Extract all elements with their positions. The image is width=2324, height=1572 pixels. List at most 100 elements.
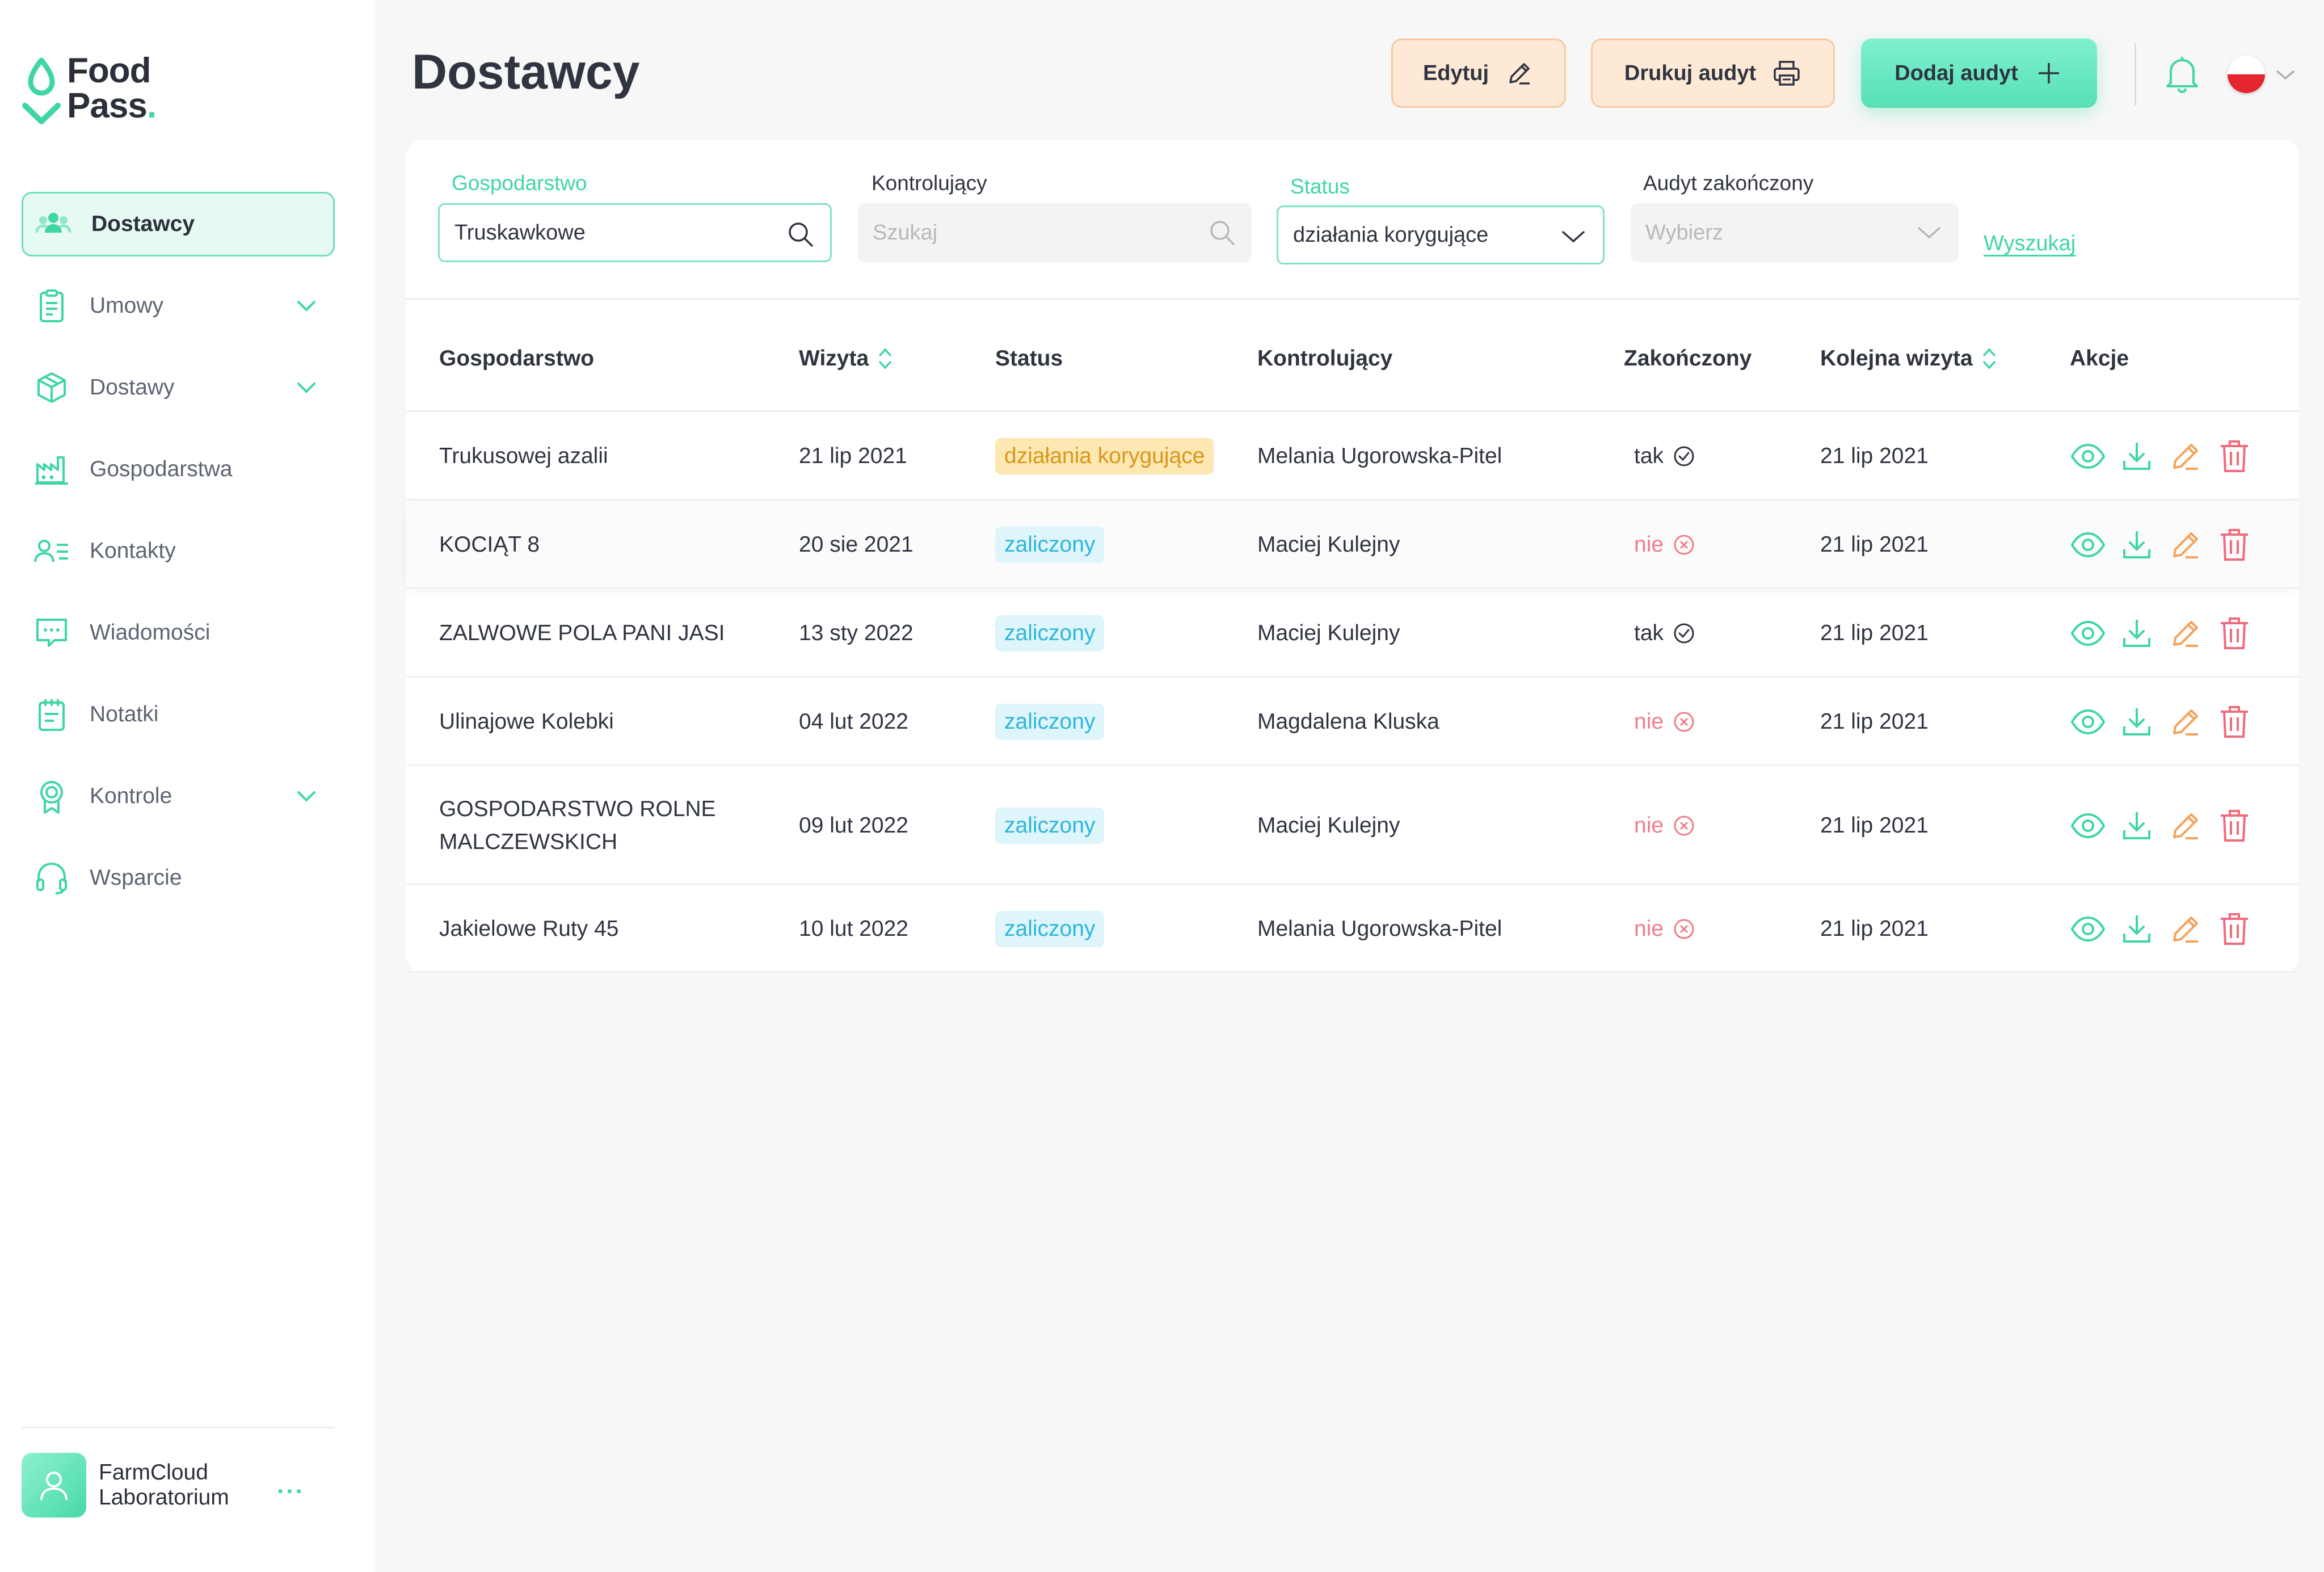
- row-actions: [2070, 615, 2265, 652]
- inspector-filter-input[interactable]: Szukaj: [858, 203, 1252, 262]
- trash-icon[interactable]: [2216, 808, 2253, 844]
- download-icon[interactable]: [2119, 704, 2155, 740]
- finished-indicator: nie: [1634, 705, 1695, 738]
- chevron-down-icon[interactable]: [295, 788, 318, 805]
- pencil-icon[interactable]: [2167, 527, 2204, 563]
- badge-icon: [34, 779, 69, 814]
- inspector-name: Melania Ugorowska-Pitel: [1257, 444, 1502, 468]
- sidebar-divider: [22, 1427, 335, 1428]
- chevron-down-icon[interactable]: [2275, 67, 2296, 83]
- language-flag-icon[interactable]: [2228, 56, 2265, 93]
- farm-name[interactable]: Ulinajowe Kolebki: [439, 709, 614, 734]
- inspector-name: Maciej Kulejny: [1257, 532, 1400, 557]
- farm-filter-input[interactable]: Truskawkowe: [438, 203, 832, 262]
- header-divider: [2134, 43, 2136, 106]
- sort-icon[interactable]: [877, 346, 894, 371]
- sidebar-item-wsparcie[interactable]: Wsparcie: [22, 846, 335, 910]
- visit-date: 04 lut 2022: [799, 709, 909, 734]
- sidebar-item-umowy[interactable]: Umowy: [22, 274, 335, 338]
- clipboard-icon: [34, 288, 69, 323]
- trash-icon[interactable]: [2216, 911, 2253, 947]
- download-icon[interactable]: [2119, 438, 2155, 474]
- trash-icon[interactable]: [2216, 615, 2253, 652]
- sidebar-item-notatki[interactable]: Notatki: [22, 682, 335, 747]
- finished-indicator: nie: [1634, 913, 1695, 945]
- print-audit-button[interactable]: Drukuj audyt: [1591, 39, 1835, 108]
- pencil-icon[interactable]: [2167, 911, 2204, 947]
- avatar[interactable]: [22, 1453, 86, 1518]
- status-badge: zaliczony: [995, 615, 1105, 652]
- chevron-down-icon[interactable]: [295, 379, 318, 396]
- pencil-icon[interactable]: [2167, 704, 2204, 740]
- farm-name[interactable]: KOCIĄT 8: [439, 532, 540, 557]
- pencil-icon[interactable]: [2167, 808, 2204, 844]
- farm-name[interactable]: Trukusowej azalii: [439, 444, 608, 468]
- search-link[interactable]: Wyszukaj: [1984, 232, 2076, 255]
- farm-name[interactable]: GOSPODARSTWO ROLNE MALCZEWSKICH: [439, 797, 716, 854]
- eye-icon[interactable]: [2070, 911, 2106, 947]
- trash-icon[interactable]: [2216, 438, 2253, 474]
- download-icon[interactable]: [2119, 527, 2155, 563]
- status-filter-select[interactable]: działania korygujące: [1277, 205, 1605, 264]
- column-header-finished: Zakończony: [1624, 346, 1752, 371]
- status-badge: zaliczony: [995, 911, 1105, 947]
- sidebar-item-kontakty[interactable]: Kontakty: [22, 519, 335, 583]
- chevron-down-icon[interactable]: [295, 297, 318, 314]
- trash-icon[interactable]: [2216, 527, 2253, 563]
- eye-icon[interactable]: [2070, 808, 2106, 844]
- trash-icon[interactable]: [2216, 704, 2253, 740]
- table-row[interactable]: GOSPODARSTWO ROLNE MALCZEWSKICH 09 lut 20…: [406, 766, 2299, 885]
- pencil-icon[interactable]: [2167, 615, 2204, 652]
- edit-button[interactable]: Edytuj: [1391, 39, 1566, 108]
- finished-indicator: tak: [1634, 440, 1695, 473]
- sidebar-item-kontrole[interactable]: Kontrole: [22, 764, 335, 829]
- column-header-visit[interactable]: Wizyta: [799, 346, 894, 371]
- status-filter-value: działania korygujące: [1293, 222, 1489, 247]
- inspector-name: Maciej Kulejny: [1257, 621, 1400, 645]
- sidebar-item-dostawy[interactable]: Dostawy: [22, 355, 335, 420]
- eye-icon[interactable]: [2070, 704, 2106, 740]
- pencil-icon[interactable]: [2167, 438, 2204, 474]
- user-panel[interactable]: FarmCloud Laboratorium ...: [22, 1453, 335, 1518]
- eye-icon[interactable]: [2070, 438, 2106, 474]
- table-row[interactable]: Trukusowej azalii 21 lip 2021 działania ko…: [406, 412, 2299, 501]
- eye-icon[interactable]: [2070, 527, 2106, 563]
- status-badge: zaliczony: [995, 808, 1105, 844]
- table-row[interactable]: Ulinajowe Kolebki 04 lut 2022 zaliczony Mag…: [406, 678, 2299, 766]
- finished-text: tak: [1634, 621, 1664, 645]
- sidebar-item-label: Kontrole: [90, 784, 172, 808]
- inspector-name: Magdalena Kluska: [1257, 709, 1439, 734]
- chevron-down-icon: [1918, 227, 1940, 239]
- eye-icon[interactable]: [2070, 615, 2106, 652]
- sort-icon[interactable]: [1981, 346, 1998, 371]
- row-actions: [2070, 527, 2265, 563]
- download-icon[interactable]: [2119, 911, 2155, 947]
- table-row[interactable]: KOCIĄT 8 20 sie 2021 zaliczony Maciej Kulej…: [406, 501, 2299, 589]
- farm-name[interactable]: ZALWOWE POLA PANI JASI: [439, 621, 725, 645]
- table-row[interactable]: ZALWOWE POLA PANI JASI 13 sty 2022 zaliczo…: [406, 589, 2299, 678]
- logo[interactable]: Food Pass.: [22, 53, 157, 126]
- status-badge: zaliczony: [995, 704, 1105, 740]
- bell-icon[interactable]: [2163, 54, 2201, 94]
- visit-date: 10 lut 2022: [799, 917, 909, 941]
- more-icon[interactable]: ...: [277, 1471, 305, 1499]
- column-header-status: Status: [995, 346, 1063, 371]
- download-icon[interactable]: [2119, 615, 2155, 652]
- sidebar-item-gospodarstwa[interactable]: Gospodarstwa: [22, 437, 335, 502]
- column-header-next-visit[interactable]: Kolejna wizyta: [1820, 346, 1998, 371]
- farm-filter-label: Gospodarstwo: [452, 171, 587, 195]
- sidebar-item-wiadomosci[interactable]: Wiadomości: [22, 600, 335, 665]
- add-audit-button[interactable]: Dodaj audyt: [1861, 39, 2097, 108]
- finished-text: nie: [1634, 917, 1664, 941]
- sidebar-item-label: Dostawy: [90, 375, 175, 400]
- finished-filter-label: Audyt zakończony: [1643, 171, 1814, 195]
- x-circle-icon: [1673, 918, 1695, 940]
- finished-filter-select[interactable]: Wybierz: [1631, 203, 1959, 262]
- table-row[interactable]: Jakielowe Ruty 45 10 lut 2022 zaliczony Mel…: [406, 885, 2299, 973]
- farm-name[interactable]: Jakielowe Ruty 45: [439, 917, 619, 941]
- page-title: Dostawcy: [412, 45, 640, 99]
- row-actions: [2070, 911, 2265, 947]
- sidebar-item-dostawcy[interactable]: Dostawcy: [22, 192, 335, 257]
- next-visit-date: 21 lip 2021: [1820, 813, 1929, 838]
- download-icon[interactable]: [2119, 808, 2155, 844]
